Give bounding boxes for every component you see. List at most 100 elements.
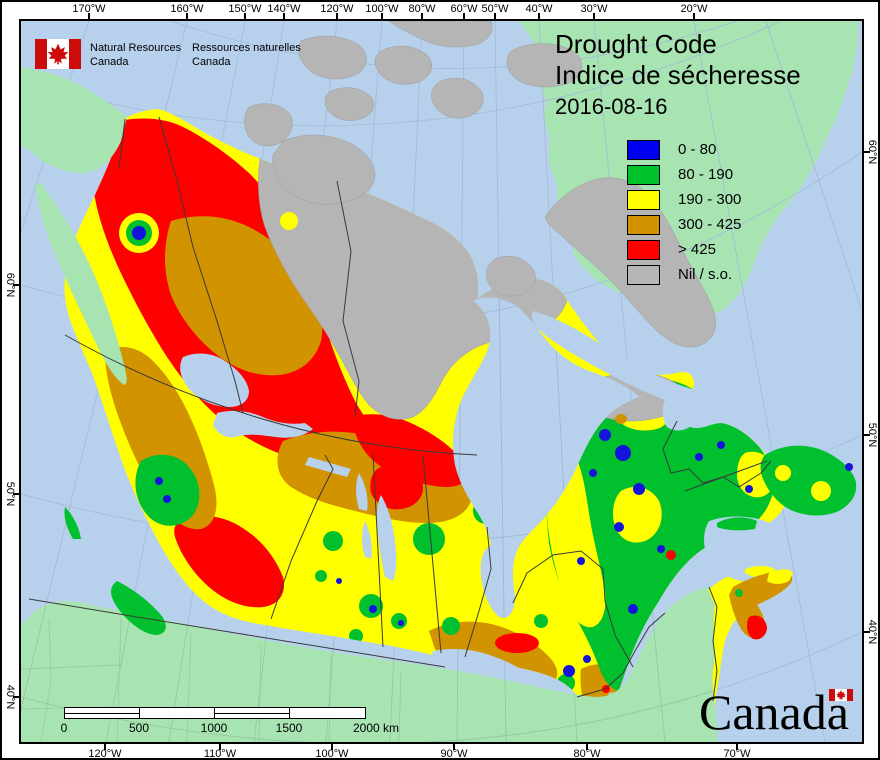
hudson-strait [531, 311, 725, 413]
canada-wordmark: Canada [699, 684, 853, 740]
alaska [21, 67, 127, 173]
scale-bar-label: 1500 [275, 721, 303, 735]
scale-bar-labels: 0 500 1000 1500 2000 km [60, 721, 399, 735]
graticule-tick [219, 744, 221, 750]
logo-en-line2: Canada [90, 56, 129, 68]
graticule-tick [244, 13, 246, 19]
graticule-tick [538, 13, 540, 19]
victoria-island [272, 134, 376, 205]
reindeer-lake [356, 473, 368, 511]
scale-bar-label: 2000 km [352, 721, 400, 735]
graticule-tick [13, 696, 19, 698]
longitude-label: 110°W [203, 748, 237, 760]
legend-item: Nil / s.o. [627, 262, 741, 287]
legend-item: 190 - 300 [627, 187, 741, 212]
alaska-panhandle [35, 183, 127, 385]
logo-fr-line1: Ressources naturelles [192, 42, 301, 54]
lake-winnipeg [376, 495, 397, 581]
legend: 0 - 80 80 - 190 190 - 300 300 - 425 > 425 Nil… [627, 137, 741, 287]
legend-label: > 425 [678, 241, 716, 258]
longitude-label: 40°W [525, 3, 553, 15]
graticule-tick [494, 13, 496, 19]
legend-label: 190 - 300 [678, 191, 742, 208]
lake-winnipegosis [362, 521, 372, 559]
canada-drought-map [21, 21, 862, 742]
legend-swatch [627, 164, 660, 185]
legend-item: 80 - 190 [627, 162, 741, 187]
legend-swatch [627, 264, 660, 285]
scale-bar [64, 707, 366, 719]
title-french: Indice de sécheresse [555, 60, 801, 90]
graticule-tick [453, 744, 455, 750]
graticule-tick [381, 13, 383, 19]
ungava-bay [662, 388, 703, 431]
scale-bar-label: 500 [128, 721, 150, 735]
longitude-label: 80°W [573, 748, 601, 760]
canada-flag-icon [35, 39, 81, 69]
longitude-label: 120°W [88, 748, 122, 760]
logo-en-line1: Natural Resources [90, 42, 182, 54]
southampton-island [486, 256, 536, 297]
legend-item: > 425 [627, 237, 741, 262]
haida-gwaii [64, 507, 81, 539]
graticule-tick [13, 284, 19, 286]
logo-text-fr: Ressources naturelles Canada [192, 41, 301, 69]
graticule-tick [13, 493, 19, 495]
legend-swatch [627, 189, 660, 210]
logo-fr-line2: Canada [192, 56, 231, 68]
graticule-tick [864, 631, 870, 633]
map-title: Drought Code Indice de sécheresse 2016-0… [555, 29, 801, 122]
longitude-label: 80°W [408, 3, 436, 15]
graticule-tick [104, 744, 106, 750]
graticule-tick [186, 13, 188, 19]
graticule-tick [864, 151, 870, 153]
longitude-label: 170°W [72, 3, 106, 15]
longitude-label: 120°W [320, 3, 354, 15]
legend-label: 80 - 190 [678, 166, 734, 183]
logo-text-en: Natural Resources Canada [90, 41, 181, 69]
legend-swatch [627, 139, 660, 160]
longitude-label: 150°W [228, 3, 262, 15]
islands [64, 21, 857, 640]
newfoundland [760, 445, 857, 516]
legend-item: 0 - 80 [627, 137, 741, 162]
wordmark-text: Canada [699, 684, 849, 740]
graticule-tick [693, 13, 695, 19]
graticule-tick [593, 13, 595, 19]
title-date: 2016-08-16 [555, 94, 668, 119]
anticosti-island [717, 517, 757, 531]
legend-item: 300 - 425 [627, 212, 741, 237]
great-slave-lake [213, 410, 313, 438]
map-frame: Natural Resources Canada Ressources natu… [19, 19, 864, 744]
lake-athabasca [305, 457, 351, 477]
baffin-island [544, 177, 716, 348]
graticule-tick [283, 13, 285, 19]
graticule-tick [421, 13, 423, 19]
longitude-label: 90°W [440, 748, 468, 760]
boundaries [28, 116, 772, 702]
longitude-label: 100°W [315, 748, 349, 760]
graticule-tick [586, 744, 588, 750]
longitude-label: 20°W [680, 3, 708, 15]
scale-bar-label: 0 [60, 721, 68, 735]
graticule-tick [864, 434, 870, 436]
graticule-tick [331, 744, 333, 750]
graticule-tick [88, 13, 90, 19]
legend-label: 300 - 425 [678, 216, 742, 233]
vancouver-island [111, 581, 166, 635]
longitude-label: 140°W [267, 3, 301, 15]
graticule-tick [463, 13, 465, 19]
legend-label: 0 - 80 [678, 141, 717, 158]
great-bear-lake [180, 353, 249, 407]
longitude-label: 160°W [170, 3, 204, 15]
title-english: Drought Code [555, 29, 717, 59]
longitude-label: 50°W [481, 3, 509, 15]
longitude-label: 60°W [450, 3, 478, 15]
legend-label: Nil / s.o. [678, 266, 733, 283]
foreign-land [21, 67, 718, 742]
nova-scotia [729, 569, 793, 640]
wordmark-flag-icon [829, 689, 853, 701]
longitude-label: 30°W [580, 3, 608, 15]
legend-swatch [627, 214, 660, 235]
